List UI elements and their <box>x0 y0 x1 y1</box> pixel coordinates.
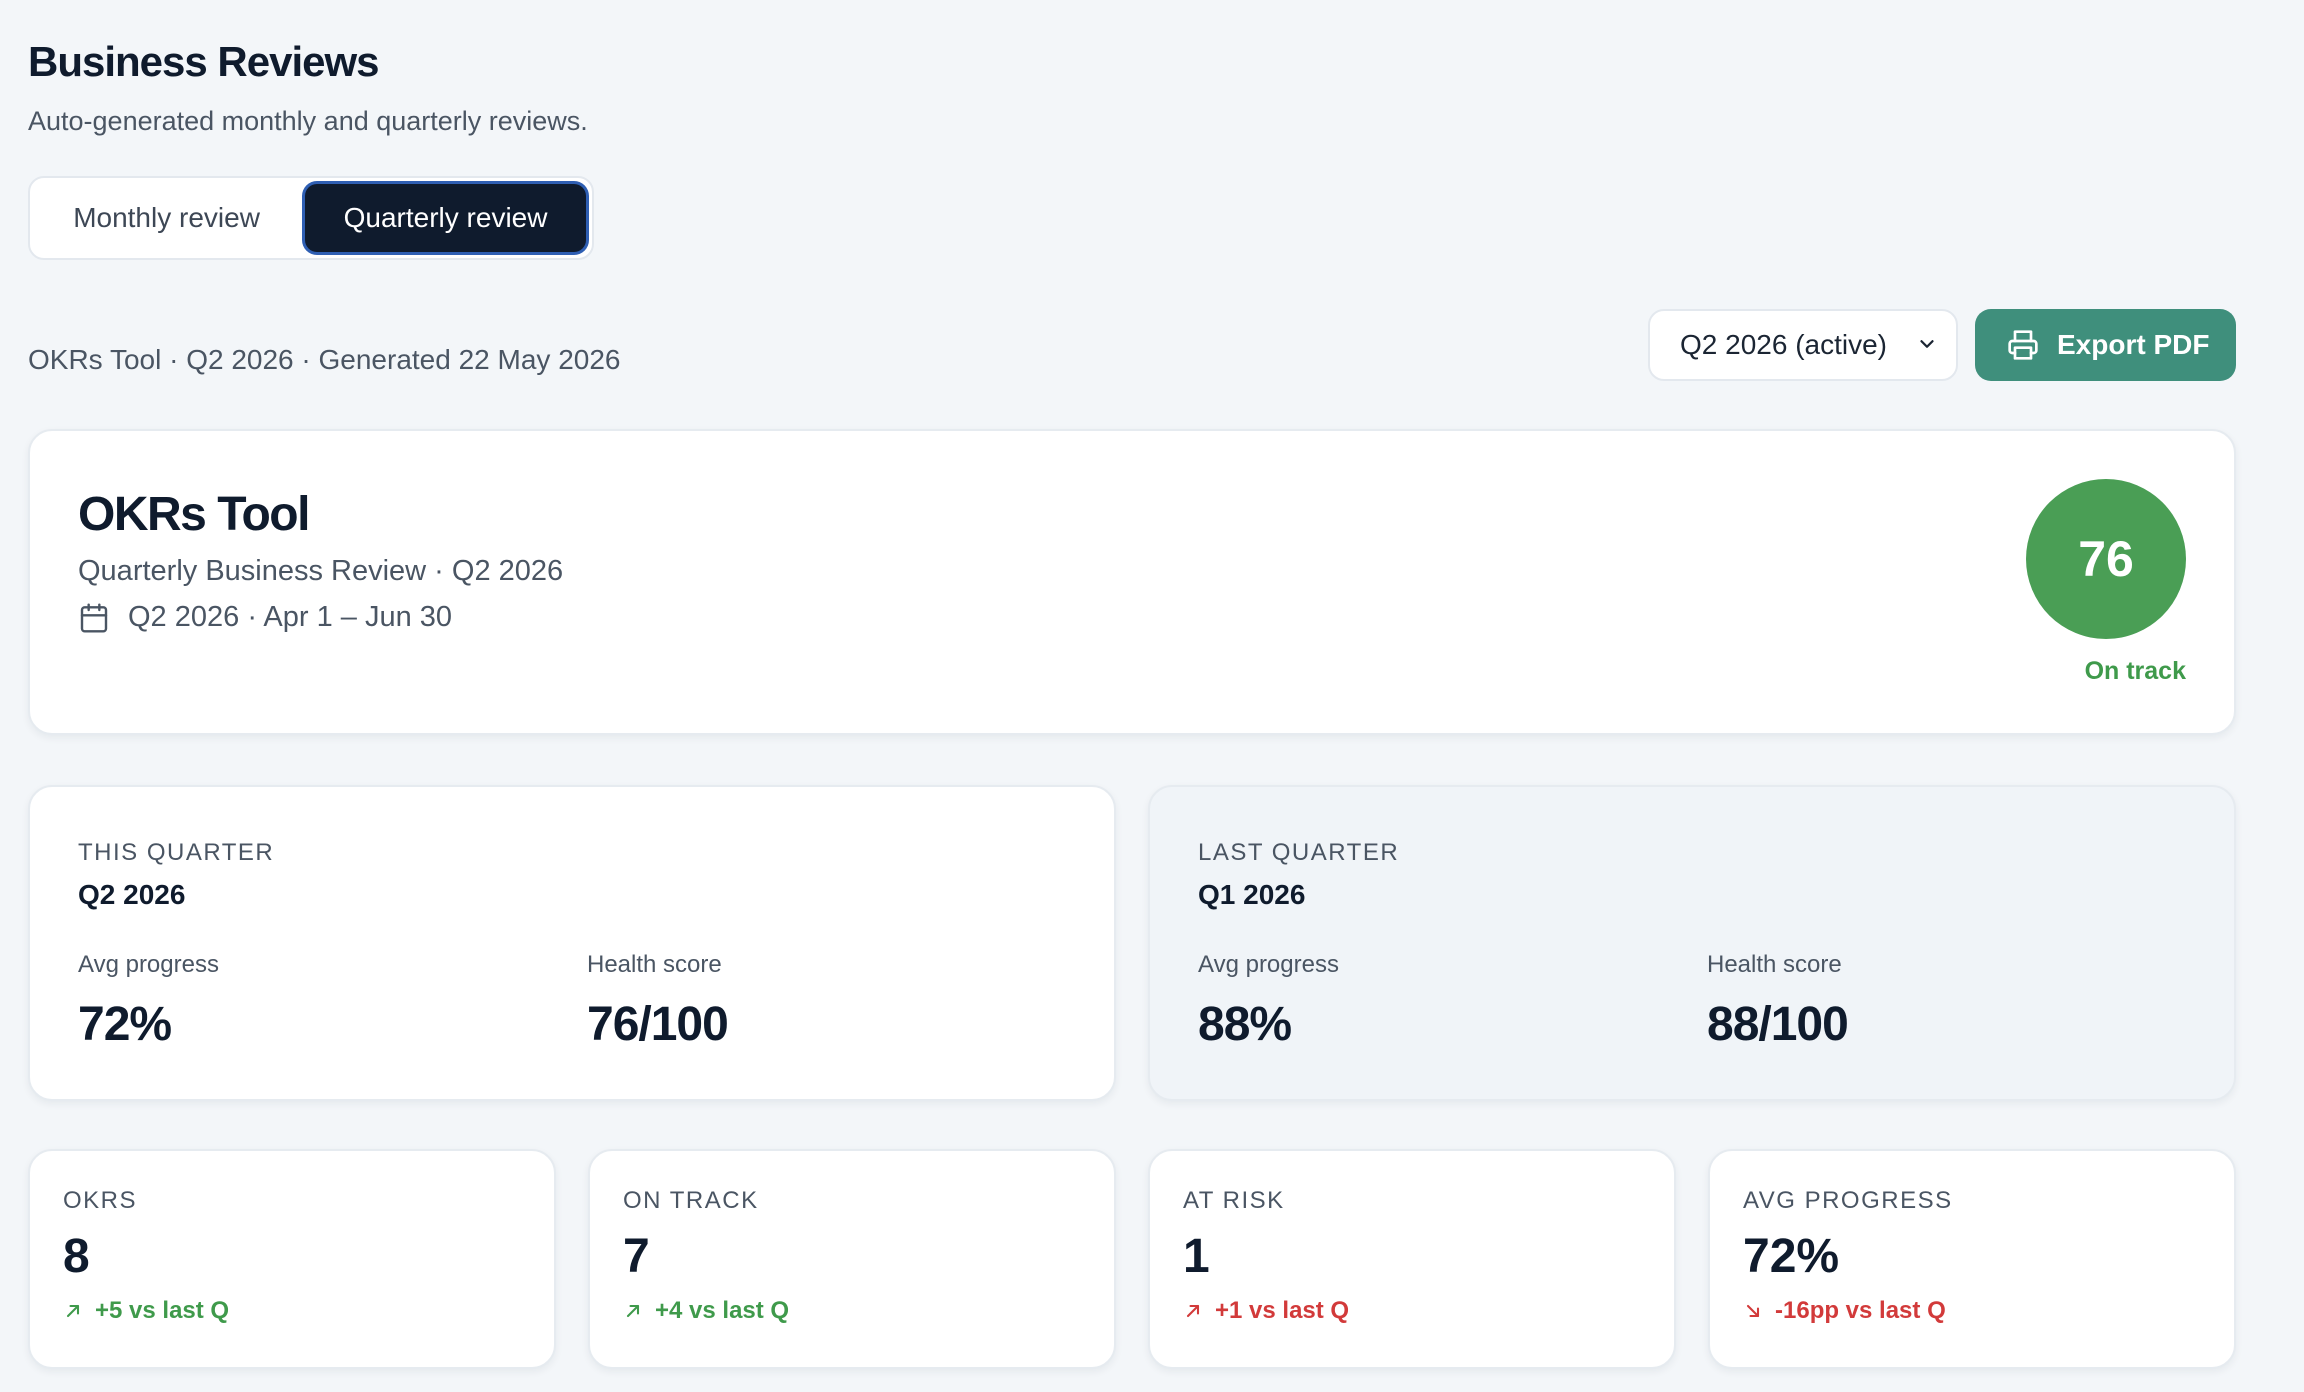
hero-date-range: Q2 2026 · Apr 1 – Jun 30 <box>78 601 452 634</box>
stat-delta-text: +4 vs last Q <box>655 1297 790 1324</box>
page-title: Business Reviews <box>28 38 380 85</box>
stat-delta-text: +1 vs last Q <box>1215 1297 1350 1324</box>
stat-delta-text: -16pp vs last Q <box>1775 1297 1946 1324</box>
tab-quarterly-review[interactable]: Quarterly review <box>305 184 586 252</box>
stat-card-at-risk: AT RISK 1 +1 vs last Q <box>1148 1149 1676 1369</box>
metric-label: Health score <box>587 951 722 978</box>
stat-card-on-track: ON TRACK 7 +4 vs last Q <box>588 1149 1116 1369</box>
stat-value: 8 <box>63 1230 90 1283</box>
arrow-up-right-icon <box>1186 1304 1200 1318</box>
printer-icon <box>2008 330 2038 360</box>
stat-value: 72% <box>1743 1230 1840 1283</box>
tab-monthly-review[interactable]: Monthly review <box>36 184 297 252</box>
review-hero-card: OKRs Tool Quarterly Business Review · Q2… <box>28 429 2236 735</box>
stat-delta-text: +5 vs last Q <box>95 1297 230 1324</box>
health-score-badge: 76 <box>2026 479 2186 639</box>
health-score-status: On track <box>2084 657 2186 685</box>
hero-title: OKRs Tool <box>78 488 310 541</box>
stat-delta: +5 vs last Q <box>63 1297 229 1325</box>
stat-label: OKRS <box>63 1187 138 1214</box>
arrow-down-right-icon <box>1746 1304 1760 1318</box>
metric-value: 76/100 <box>587 998 729 1051</box>
this-quarter-card: THIS QUARTER Q2 2026 Avg progress 72% He… <box>28 785 1116 1101</box>
last-quarter-card: LAST QUARTER Q1 2026 Avg progress 88% He… <box>1148 785 2236 1101</box>
this-quarter-health-score: Health score 76/100 <box>587 951 729 1052</box>
stat-card-avg-progress: AVG PROGRESS 72% -16pp vs last Q <box>1708 1149 2236 1369</box>
arrow-up-right-icon <box>66 1304 80 1318</box>
stat-label: ON TRACK <box>623 1187 759 1214</box>
stat-label: AVG PROGRESS <box>1743 1187 1953 1214</box>
review-type-toggle: Monthly review Quarterly review <box>28 176 594 260</box>
period-select-value: Q2 2026 (active) <box>1680 329 1887 360</box>
last-quarter-name: Q1 2026 <box>1198 879 1306 910</box>
this-quarter-label: THIS QUARTER <box>78 839 275 866</box>
metric-value: 72% <box>78 998 172 1051</box>
export-pdf-button[interactable]: Export PDF <box>1975 309 2236 381</box>
hero-subtitle: Quarterly Business Review · Q2 2026 <box>78 555 564 587</box>
metric-label: Avg progress <box>78 951 219 978</box>
arrow-up-right-icon <box>626 1304 640 1318</box>
stat-label: AT RISK <box>1183 1187 1285 1214</box>
metric-value: 88/100 <box>1707 998 1849 1051</box>
stat-value: 1 <box>1183 1230 1210 1283</box>
this-quarter-name: Q2 2026 <box>78 879 186 910</box>
calendar-icon <box>80 602 108 633</box>
hero-date-text: Q2 2026 · Apr 1 – Jun 30 <box>128 601 453 633</box>
last-quarter-avg-progress: Avg progress 88% <box>1198 951 1339 1052</box>
metric-value: 88% <box>1198 998 1292 1051</box>
last-quarter-label: LAST QUARTER <box>1198 839 1400 866</box>
metric-label: Avg progress <box>1198 951 1339 978</box>
chevron-down-icon <box>1920 340 1934 348</box>
export-pdf-label: Export PDF <box>2057 329 2210 360</box>
stat-delta: +4 vs last Q <box>623 1297 789 1325</box>
stat-delta: +1 vs last Q <box>1183 1297 1349 1325</box>
this-quarter-avg-progress: Avg progress 72% <box>78 951 219 1052</box>
review-meta: OKRs Tool · Q2 2026 · Generated 22 May 2… <box>28 344 621 375</box>
stat-value: 7 <box>623 1230 650 1283</box>
last-quarter-health-score: Health score 88/100 <box>1707 951 1849 1052</box>
stat-card-okrs: OKRS 8 +5 vs last Q <box>28 1149 556 1369</box>
metric-label: Health score <box>1707 951 1842 978</box>
stat-delta: -16pp vs last Q <box>1743 1297 1946 1325</box>
period-select[interactable]: Q2 2026 (active) <box>1648 309 1958 381</box>
page-subtitle: Auto-generated monthly and quarterly rev… <box>28 106 588 136</box>
